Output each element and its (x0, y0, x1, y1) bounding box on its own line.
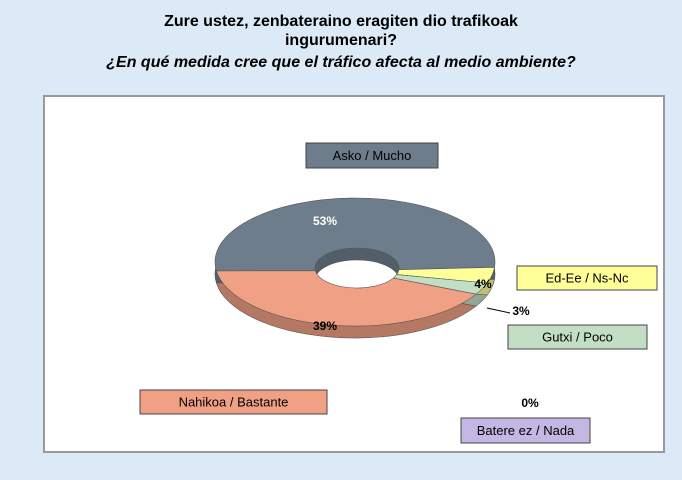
legend-label: Gutxi / Poco (542, 329, 613, 344)
legend-label: Asko / Mucho (333, 148, 412, 163)
legend-label: Nahikoa / Bastante (179, 394, 289, 409)
data-label: 4% (474, 277, 492, 291)
leader-line (486, 307, 511, 314)
data-label: 3% (512, 304, 530, 318)
legend-label: Ed-Ee / Ns-Nc (545, 270, 629, 285)
legend-box (516, 265, 658, 291)
chart-title: ingurumenari? (285, 32, 397, 49)
legend-label: Batere ez / Nada (477, 423, 575, 438)
slice (214, 197, 496, 272)
chart-title: Zure ustez, zenbateraino eragiten dio tr… (164, 13, 518, 30)
legend-box (507, 324, 648, 350)
slice (215, 270, 477, 327)
legend-box (460, 417, 591, 444)
data-label: 0% (521, 396, 539, 410)
data-label: 53% (313, 214, 337, 228)
chart-subtitle: ¿En qué medida cree que el tráfico afect… (106, 54, 576, 71)
data-label: 39% (313, 319, 337, 333)
legend-box (305, 142, 439, 169)
legend-box (139, 389, 328, 415)
